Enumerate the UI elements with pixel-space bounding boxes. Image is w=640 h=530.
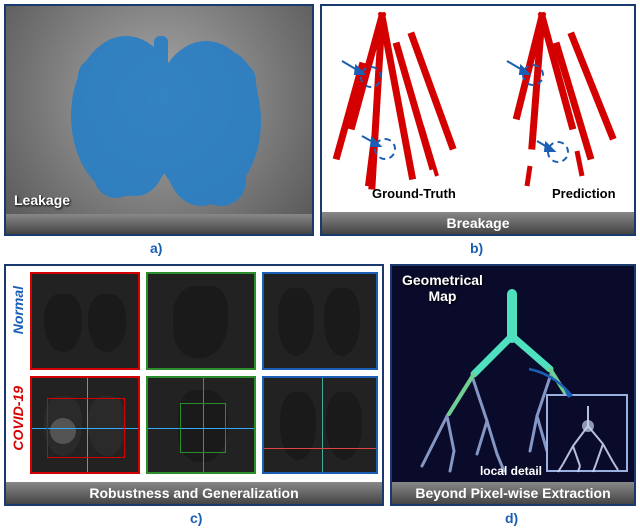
ct-covid-coronal [262, 376, 378, 474]
geometrical-overlay: Geometrical Map [402, 272, 483, 304]
pred-label: Prediction [552, 186, 616, 201]
panel-c-bar: Robustness and Generalization [6, 482, 382, 504]
sublabel-c: c) [190, 510, 202, 526]
panel-d-bar: Beyond Pixel-wise Extraction [392, 482, 634, 504]
panel-leakage: Leakage [4, 4, 314, 236]
panel-geometrical: Geometrical Map local detail Beyond Pixe… [390, 264, 636, 506]
sublabel-a: a) [150, 240, 162, 256]
ct-covid-axial [30, 376, 140, 474]
panel-b-bar: Breakage [322, 212, 634, 234]
panel-robustness: Normal COVID-19 Robustness and Generaliz… [4, 264, 384, 506]
airway-tree-icon [6, 6, 316, 216]
gt-label: Ground-Truth [372, 186, 456, 201]
ct-normal-sagittal [146, 272, 256, 370]
geometrical-overlay-line1: Geometrical [402, 272, 483, 288]
ct-covid-sagittal [146, 376, 256, 474]
normal-label: Normal [10, 286, 26, 334]
leakage-overlay-text: Leakage [14, 192, 70, 208]
marker-circle [374, 138, 396, 160]
ct-normal-coronal [262, 272, 378, 370]
sublabel-b: b) [470, 240, 483, 256]
panel-a-bar [6, 214, 312, 234]
local-detail-inset [546, 394, 628, 472]
ct-normal-axial [30, 272, 140, 370]
marker-circle [360, 66, 382, 88]
local-detail-label: local detail [480, 464, 542, 478]
marker-circle [547, 141, 569, 163]
local-detail-icon [548, 396, 630, 474]
sublabel-d: d) [505, 510, 518, 526]
arrow-icon [524, 364, 584, 404]
vessels-icon [322, 6, 638, 214]
marker-circle [522, 64, 544, 86]
panel-breakage: Ground-Truth Prediction Breakage [320, 4, 636, 236]
covid-label: COVID-19 [10, 386, 26, 451]
geometrical-overlay-line2: Map [402, 288, 483, 304]
